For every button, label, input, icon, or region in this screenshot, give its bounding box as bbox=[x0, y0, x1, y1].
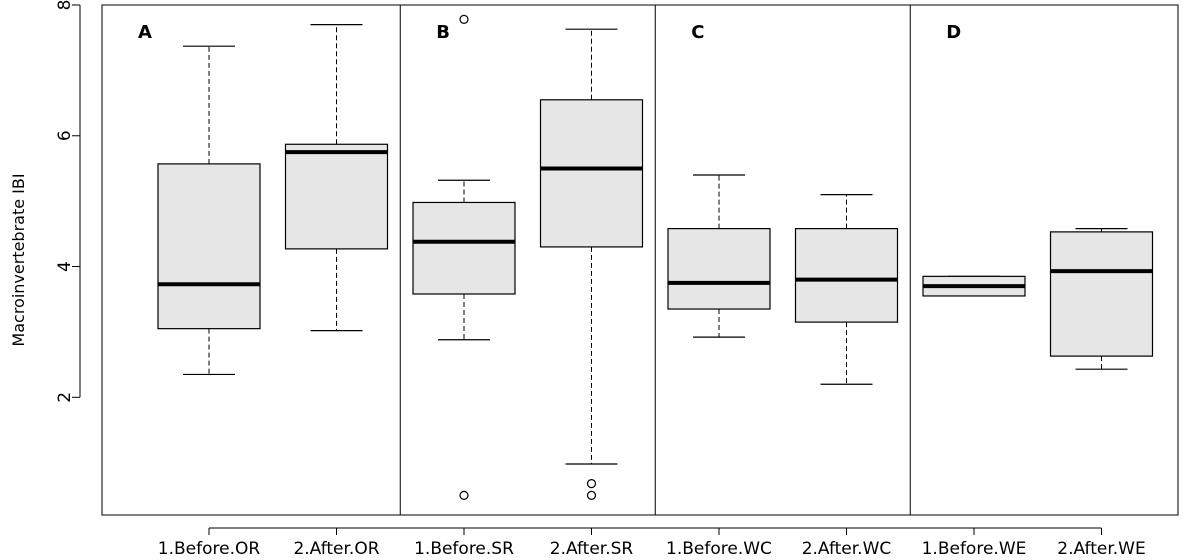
box-iqr bbox=[539, 99, 644, 248]
outlier-point bbox=[586, 479, 597, 489]
panel-label-b: B bbox=[436, 22, 450, 43]
x-tick-label: 2.After.SR bbox=[550, 539, 634, 559]
y-tick-label: 8 bbox=[55, 0, 75, 10]
box-1-before-or bbox=[157, 45, 261, 376]
plot-frame bbox=[101, 4, 1179, 516]
box-iqr bbox=[412, 201, 516, 295]
panel-label-a: A bbox=[138, 22, 152, 43]
box-iqr bbox=[794, 228, 899, 323]
box-2-after-we bbox=[1049, 228, 1154, 370]
box-iqr bbox=[284, 143, 389, 250]
x-tick-label: 2.After.WC bbox=[802, 539, 892, 559]
y-axis: 2 4 6 8 bbox=[55, 0, 81, 403]
panel-dividers bbox=[399, 5, 911, 515]
y-tick-label: 6 bbox=[55, 130, 75, 141]
y-axis-title: Macroinvertebrate IBI bbox=[9, 173, 28, 346]
outlier-point bbox=[586, 490, 597, 500]
y-tick-label: 4 bbox=[55, 261, 75, 272]
box-iqr bbox=[157, 163, 261, 330]
outlier-point bbox=[459, 490, 469, 500]
box-2-after-wc bbox=[794, 194, 899, 385]
panel-label-d: D bbox=[946, 22, 961, 43]
box-1-before-we bbox=[922, 275, 1026, 297]
x-tick-label: 1.Before.WC bbox=[666, 539, 772, 559]
box-1-before-wc bbox=[667, 174, 771, 338]
x-tick-label: 1.Before.SR bbox=[414, 539, 514, 559]
boxes bbox=[157, 14, 1154, 500]
box-iqr bbox=[1049, 231, 1154, 357]
x-tick-label: 1.Before.OR bbox=[158, 539, 261, 559]
box-1-before-sr bbox=[412, 14, 516, 500]
x-tick-label: 2.After.WE bbox=[1057, 539, 1145, 559]
panel-label-c: C bbox=[691, 22, 704, 43]
y-tick-label: 2 bbox=[55, 392, 75, 403]
x-tick-label: 2.After.OR bbox=[293, 539, 379, 559]
outlier-point bbox=[459, 14, 469, 24]
box-2-after-or bbox=[284, 24, 389, 332]
x-tick-label: 1.Before.WE bbox=[922, 539, 1027, 559]
box-iqr bbox=[667, 228, 771, 310]
x-tick-labels: 1.Before.OR 2.After.OR 1.Before.SR 2.After.… bbox=[158, 527, 1146, 559]
box-2-after-sr bbox=[539, 28, 644, 500]
panel-labels: A B C D bbox=[138, 22, 961, 43]
